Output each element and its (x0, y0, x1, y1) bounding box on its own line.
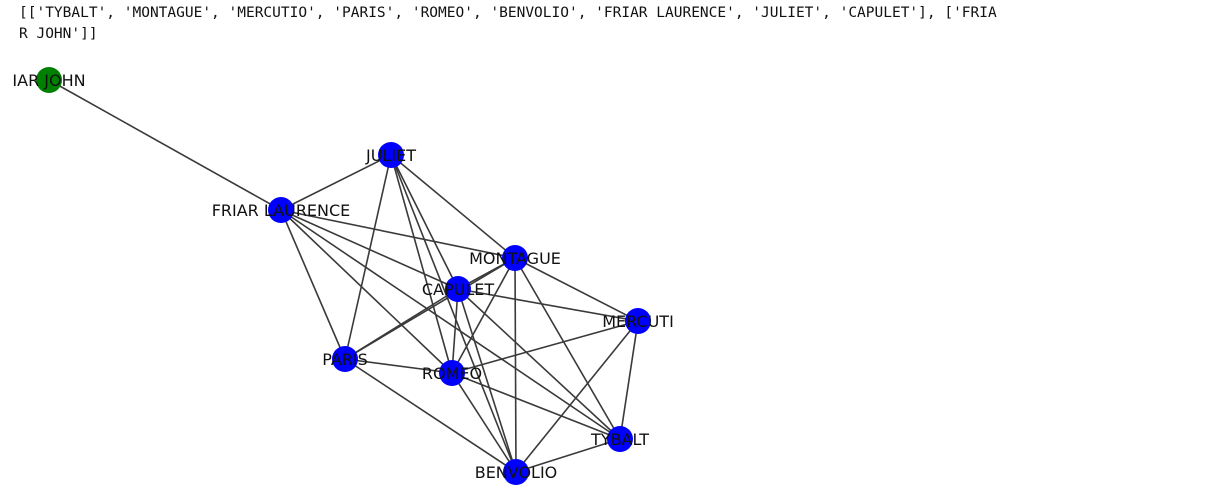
edge-romeo-benvolio (451, 372, 517, 473)
node-friar-john (36, 67, 62, 93)
edge-juliet-benvolio (390, 154, 517, 473)
node-label-benvolio: BENVOLIO (475, 463, 558, 482)
edge-capulet-romeo (451, 288, 459, 374)
edge-montague-romeo (451, 257, 516, 374)
node-tybalt (607, 426, 633, 452)
node-label-mercutio: MERCUTI (602, 312, 674, 331)
node-label-friar-laurence: FRIAR LAURENCE (212, 201, 351, 220)
graph-nodes (36, 67, 651, 485)
node-friar-laurence (268, 197, 294, 223)
edge-juliet-capulet (390, 154, 459, 290)
edge-mercutio-tybalt (619, 320, 639, 440)
node-mercutio (625, 308, 651, 334)
node-label-romeo: ROMEO (422, 364, 482, 383)
edge-juliet-montague (390, 154, 516, 259)
edge-friar-john-friar-laurence (48, 79, 282, 211)
node-benvolio (503, 459, 529, 485)
edge-mercutio-benvolio (515, 320, 639, 473)
edge-montague-tybalt (514, 257, 621, 440)
node-montague (502, 245, 528, 271)
edge-capulet-mercutio (457, 288, 639, 322)
node-label-montague: MONTAGUE (469, 249, 561, 268)
edge-tybalt-benvolio (515, 438, 621, 473)
edge-montague-mercutio (514, 257, 639, 322)
edge-mercutio-romeo (451, 320, 639, 374)
edge-friar-laurence-montague (280, 209, 516, 259)
graph-edges (48, 79, 639, 473)
node-label-friar-john: IAR JOHN (12, 71, 85, 90)
edge-juliet-romeo (390, 154, 453, 374)
node-juliet (378, 142, 404, 168)
node-label-tybalt: TYBALT (590, 430, 649, 449)
edge-juliet-paris (344, 154, 392, 360)
edge-romeo-tybalt (451, 372, 621, 440)
edge-capulet-tybalt (457, 288, 621, 440)
output-line-1: [['TYBALT', 'MONTAGUE', 'MERCUTIO', 'PAR… (19, 5, 997, 21)
edge-paris-romeo (344, 358, 453, 374)
edge-friar-laurence-juliet (280, 154, 392, 211)
graph-labels: IAR JOHN JULIET FRIAR LAURENCE MONTAGUE CAPU… (12, 71, 673, 482)
edge-montague-benvolio (514, 257, 517, 473)
node-label-paris: PARIS (322, 350, 368, 369)
edge-capulet-paris (344, 288, 459, 360)
node-label-capulet: CAPULET (422, 280, 495, 299)
edge-friar-laurence-tybalt (280, 209, 621, 440)
edge-capulet-benvolio (457, 288, 517, 473)
output-text: [['TYBALT', 'MONTAGUE', 'MERCUTIO', 'PAR… (19, 3, 1219, 45)
node-romeo (439, 360, 465, 386)
edge-friar-laurence-paris (280, 209, 346, 360)
node-capulet (445, 276, 471, 302)
output-line-2: R JOHN']] (19, 26, 98, 42)
node-paris (332, 346, 358, 372)
node-label-juliet: JULIET (365, 146, 416, 165)
edge-friar-laurence-romeo (280, 209, 453, 374)
edge-paris-benvolio (344, 358, 517, 473)
